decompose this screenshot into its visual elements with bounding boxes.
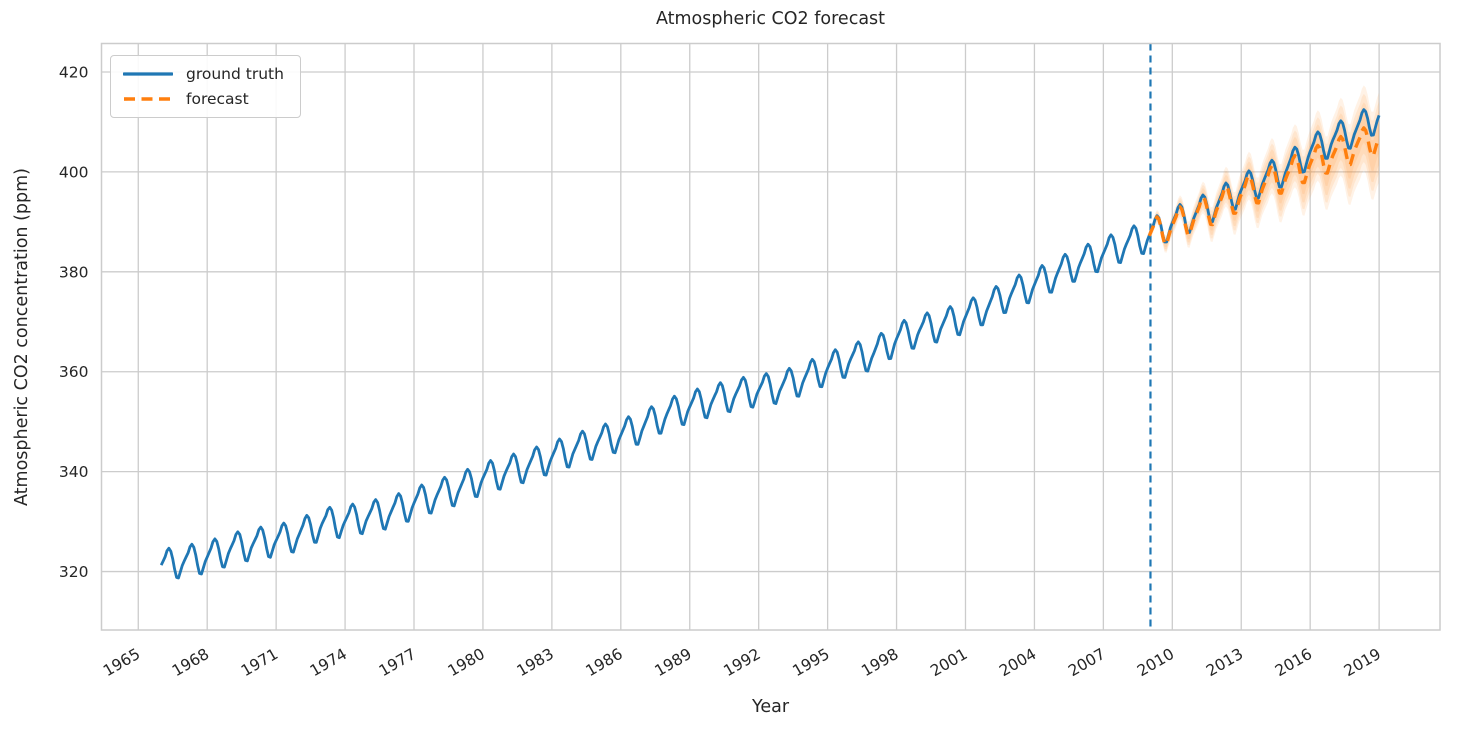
- x-tick-label: 1995: [789, 645, 832, 680]
- x-tick-label: 1983: [514, 645, 557, 680]
- x-tick-label: 2019: [1341, 645, 1384, 680]
- ground-truth-line-swatch-icon: [123, 72, 173, 76]
- forecast-line: [1147, 126, 1381, 246]
- forecast-confidence-band: [1149, 93, 1380, 252]
- x-tick-label: 1965: [100, 645, 143, 680]
- axes-spines: [100, 42, 1441, 631]
- x-tick-label: 2007: [1065, 645, 1108, 680]
- y-tick-label: 360: [59, 363, 89, 381]
- x-tick-label: 1980: [445, 645, 488, 680]
- y-tick-label: 320: [59, 563, 89, 581]
- legend: ground truth forecast: [110, 55, 301, 118]
- chart-title: Atmospheric CO2 forecast: [655, 9, 886, 29]
- x-tick-label: 1992: [721, 645, 764, 680]
- x-tick-label: 1989: [652, 645, 695, 680]
- x-tick-label: 1977: [376, 645, 419, 680]
- x-tick-label: 1968: [169, 645, 212, 680]
- x-tick-label: 1986: [583, 645, 626, 680]
- legend-label-forecast: forecast: [186, 90, 249, 108]
- y-tick-label: 380: [59, 263, 89, 281]
- y-tick-label: 420: [59, 63, 89, 81]
- legend-item-forecast: forecast: [123, 90, 284, 108]
- y-tick-label: 340: [59, 463, 89, 481]
- x-tick-label: 2010: [1134, 645, 1177, 680]
- legend-label-ground-truth: ground truth: [186, 65, 284, 83]
- x-tick-label: 1974: [307, 645, 350, 680]
- x-tick-label: 2001: [927, 645, 970, 680]
- y-tick-label: 400: [59, 163, 89, 181]
- x-tick-label: 2004: [996, 645, 1039, 680]
- y-axis-label: Atmospheric CO2 concentration (ppm): [12, 168, 32, 506]
- x-tick-label: 1998: [858, 645, 901, 680]
- x-tick-label: 1971: [238, 645, 281, 680]
- x-tick-label: 2016: [1272, 645, 1315, 680]
- legend-item-ground-truth: ground truth: [123, 65, 284, 83]
- plot-background: [101, 43, 1440, 630]
- x-axis-label: Year: [751, 697, 790, 717]
- forecast-dashed-line-swatch-icon: [124, 97, 172, 101]
- x-tick-label: 2013: [1203, 645, 1246, 680]
